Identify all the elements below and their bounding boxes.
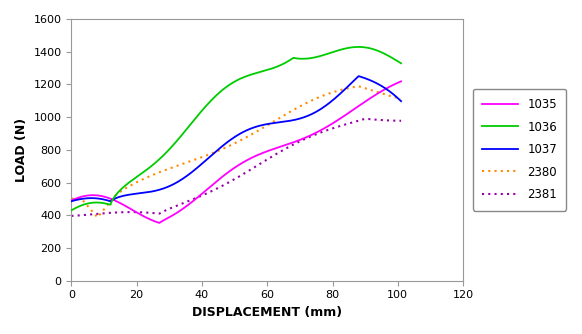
- 1037: [268, 121, 275, 125]
- 1037: [352, 77, 359, 81]
- 2380: [88, 208, 95, 212]
- 1035: [268, 148, 275, 152]
- 1036: [355, 45, 362, 49]
- 2381: [278, 149, 285, 153]
- 1035: [88, 193, 95, 197]
- 2381: [68, 214, 75, 218]
- 1036: [88, 201, 95, 205]
- 1036: [318, 54, 325, 58]
- 1035: [398, 79, 404, 84]
- Line: 1035: 1035: [72, 81, 401, 223]
- 1037: [318, 106, 325, 110]
- 2380: [94, 215, 101, 219]
- 1036: [398, 61, 404, 65]
- 2380: [398, 97, 404, 101]
- 1036: [278, 63, 285, 67]
- 2381: [268, 155, 275, 159]
- 1036: [352, 45, 359, 49]
- 1036: [268, 67, 275, 71]
- Line: 2380: 2380: [72, 86, 401, 217]
- 1036: [68, 208, 75, 212]
- 1037: [260, 123, 267, 127]
- 1036: [260, 69, 267, 73]
- Line: 1037: 1037: [72, 76, 401, 201]
- 2381: [352, 120, 359, 124]
- 2380: [352, 85, 359, 89]
- 1035: [260, 151, 267, 155]
- 2381: [260, 160, 267, 164]
- 1037: [107, 199, 114, 203]
- 1037: [355, 74, 362, 78]
- X-axis label: DISPLACEMENT (mm): DISPLACEMENT (mm): [192, 306, 342, 319]
- 2380: [278, 115, 285, 119]
- 1035: [156, 221, 163, 225]
- Y-axis label: LOAD (N): LOAD (N): [15, 118, 28, 182]
- 1035: [352, 106, 359, 110]
- 2381: [88, 212, 95, 216]
- Legend: 1035, 1036, 1037, 2380, 2381: 1035, 1036, 1037, 2380, 2381: [473, 89, 566, 211]
- 2380: [68, 197, 75, 201]
- 2380: [318, 94, 325, 98]
- 1035: [278, 144, 285, 148]
- 2380: [260, 126, 267, 130]
- 1035: [68, 198, 75, 202]
- 1037: [68, 199, 75, 203]
- 2381: [361, 117, 368, 121]
- Line: 2381: 2381: [72, 119, 401, 216]
- 2381: [318, 130, 325, 134]
- 1035: [318, 128, 325, 132]
- 2380: [268, 121, 275, 125]
- 2381: [398, 119, 404, 123]
- 1037: [398, 99, 404, 103]
- Line: 1036: 1036: [72, 47, 401, 210]
- 1037: [278, 120, 285, 124]
- 1037: [88, 196, 95, 200]
- 2380: [355, 84, 362, 88]
